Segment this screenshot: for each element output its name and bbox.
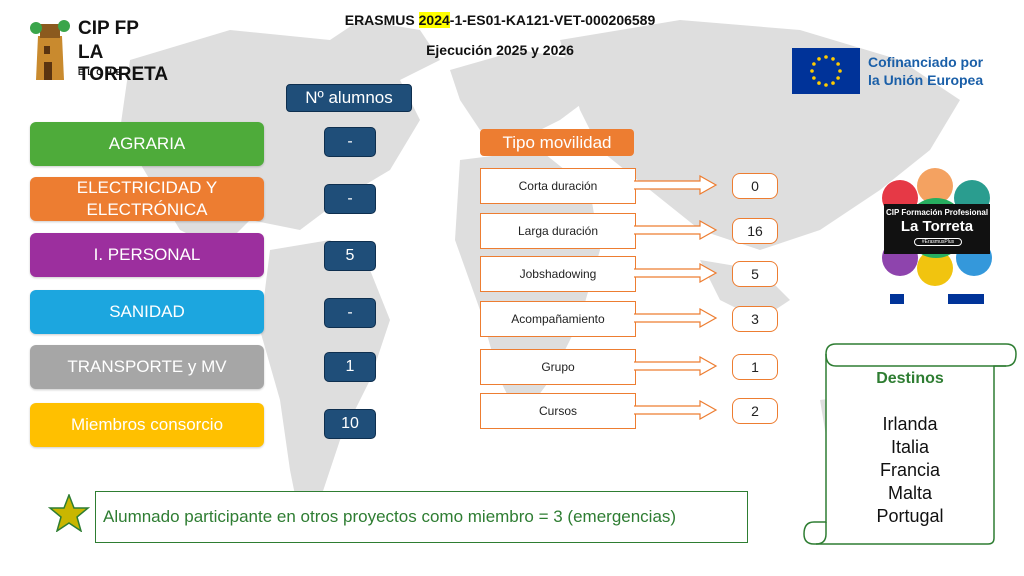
badge-title-2: La Torreta [900, 218, 974, 235]
erasmus-mini-logo-icon [948, 294, 984, 304]
badge-eu-strip [890, 292, 984, 306]
value-cursos: 2 [732, 398, 778, 424]
eu-star [836, 76, 840, 80]
eu-cofunding-logo: Cofinanciado por la Unión Europea [792, 48, 1002, 96]
badge-tag: #ErasmusPlus [914, 238, 962, 246]
category-miembros-consorcio: Miembros consorcio [30, 403, 264, 447]
paint-splash-icon [882, 168, 992, 286]
value-grupo: 1 [732, 354, 778, 380]
eu-star [812, 62, 816, 66]
category-imagen-personal: I. PERSONAL [30, 233, 264, 277]
value-larga-duracion: 16 [732, 218, 778, 244]
arrow-right-icon [634, 400, 718, 420]
destination-item: Italia [890, 437, 930, 457]
star-icon [48, 494, 90, 532]
eu-star [838, 69, 842, 73]
mobility-type-header: Tipo movilidad [480, 129, 634, 156]
arrow-right-icon [634, 220, 718, 240]
value-acompanamiento: 3 [732, 306, 778, 332]
scroll-shape-icon [803, 343, 1017, 545]
eu-flag-icon [792, 48, 860, 94]
mobility-corta-duracion: Corta duración [480, 168, 636, 204]
category-agraria: AGRARIA [30, 122, 264, 166]
students-count-header: Nº alumnos [286, 84, 412, 112]
count-electricidad: - [324, 184, 376, 214]
arrow-right-icon [634, 263, 718, 283]
logo-line-3: ELCHE [78, 68, 126, 77]
destination-item: Portugal [876, 506, 944, 526]
eu-star [810, 69, 814, 73]
destination-item: Francia [879, 460, 941, 480]
page-title: ERASMUS 2024-1-ES01-KA121-VET-000206589 [300, 12, 700, 28]
count-transporte: 1 [324, 352, 376, 382]
mobility-acompanamiento: Acompañamiento [480, 301, 636, 337]
title-year-highlight: 2024 [418, 12, 450, 28]
eu-star [812, 76, 816, 80]
logo-line-1: CIP FP [78, 18, 139, 39]
eu-text-line-1: Cofinanciado por [868, 54, 984, 70]
mobility-cursos: Cursos [480, 393, 636, 429]
count-agraria: - [324, 127, 376, 157]
count-imagen-personal: 5 [324, 241, 376, 271]
category-sanidad: SANIDAD [30, 290, 264, 334]
value-corta-duracion: 0 [732, 173, 778, 199]
destinations-scroll: Destinos Irlanda Italia Francia Malta Po… [802, 342, 1018, 546]
eu-star [836, 62, 840, 66]
eu-star [824, 55, 828, 59]
eu-star [824, 83, 828, 87]
title-suffix: -1-ES01-KA121-VET-000206589 [449, 12, 656, 28]
mobility-grupo: Grupo [480, 349, 636, 385]
destination-item: Irlanda [882, 414, 938, 434]
arrow-right-icon [634, 356, 718, 376]
eu-mini-flag-icon [890, 294, 904, 304]
badge-title-1: CIP Formación Profesional [885, 208, 989, 217]
eu-text-line-2: la Unión Europea [868, 72, 984, 88]
logo-line-2: LA TORRETA [78, 42, 169, 85]
eu-star [817, 81, 821, 85]
mobility-jobshadowing: Jobshadowing [480, 256, 636, 292]
destination-item: Malta [887, 483, 932, 503]
eu-star [831, 57, 835, 61]
value-jobshadowing: 5 [732, 261, 778, 287]
destinations-title: Destinos [876, 370, 944, 387]
eu-star [817, 57, 821, 61]
tower-logo-icon [30, 20, 70, 80]
mobility-larga-duracion: Larga duración [480, 213, 636, 249]
count-miembros-consorcio: 10 [324, 409, 376, 439]
category-electricidad: ELECTRICIDAD Y ELECTRÓNICA [30, 177, 264, 221]
eu-star [831, 81, 835, 85]
page-subtitle: Ejecución 2025 y 2026 [426, 42, 574, 58]
title-prefix: ERASMUS [344, 12, 419, 28]
erasmus-badge: CIP Formación Profesional La Torreta #Er… [880, 168, 994, 308]
participants-note: Alumnado participante en otros proyectos… [95, 491, 748, 543]
count-sanidad: - [324, 298, 376, 328]
arrow-right-icon [634, 308, 718, 328]
arrow-right-icon [634, 175, 718, 195]
school-logo: CIP FP LA TORRETA ELCHE [28, 14, 178, 85]
category-transporte: TRANSPORTE y MV [30, 345, 264, 389]
